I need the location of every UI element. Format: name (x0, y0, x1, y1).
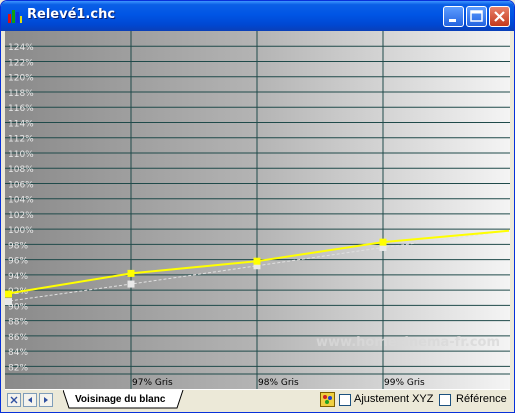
x-tick-label: 97% Gris (132, 378, 173, 388)
window-title: Relevé1.chc (27, 7, 116, 22)
bar-chart-icon (8, 10, 22, 23)
y-tick-label: 104% (8, 196, 34, 206)
close-icon (494, 11, 505, 22)
y-tick-label: 98% (8, 241, 28, 251)
y-tick-label: 120% (8, 74, 34, 84)
y-tick-label: 116% (8, 104, 34, 114)
first-tab-button[interactable] (7, 393, 21, 407)
y-tick-label: 114% (8, 119, 34, 129)
arrow-left-icon (28, 397, 32, 403)
tab-shape (63, 390, 184, 409)
y-tick-label: 106% (8, 180, 34, 190)
title-bar[interactable]: Relevé1.chc (1, 1, 514, 31)
y-tick-label: 82% (8, 363, 28, 373)
measured-point (5, 290, 12, 298)
y-tick-label: 118% (8, 89, 34, 99)
y-tick-label: 88% (8, 318, 28, 328)
arrow-right-icon (44, 397, 48, 403)
x-tick-label: 98% Gris (258, 378, 299, 388)
minimize-icon (449, 19, 456, 22)
minimize-button[interactable] (443, 6, 464, 27)
chart-area: www.homecinema-fr.com 82% 84% 86% 88% 90% 92%… (4, 31, 510, 389)
watermark-text: www.homecinema-fr.com (316, 335, 500, 350)
measured-point (379, 238, 387, 246)
prev-tab-button[interactable] (23, 393, 37, 407)
reference-point (379, 243, 387, 251)
y-tick-label: 100% (8, 226, 34, 236)
tab-label: Voisinage du blanc (75, 394, 166, 405)
y-tick-label: 112% (8, 135, 34, 145)
close-button[interactable] (489, 6, 510, 27)
y-tick-label: 124% (8, 43, 34, 53)
reference-label: Référence (456, 393, 507, 405)
white-neighborhood-chart: www.homecinema-fr.com 82%84%86%88%90%92%… (4, 31, 510, 389)
y-tick-label: 102% (8, 211, 34, 221)
y-tick-label: 96% (8, 257, 28, 267)
y-tick-label: 94% (8, 272, 28, 282)
x-tick-label: 99% Gris (384, 378, 425, 388)
maximize-icon (470, 10, 483, 22)
close-small-icon (10, 396, 18, 404)
bottom-tab-bar: Voisinage du blanc Ajustement XYZ Référe… (5, 389, 510, 410)
y-tick-label: 86% (8, 333, 28, 343)
palette-icon[interactable] (320, 392, 335, 407)
reference-point (253, 262, 261, 270)
ajustement-xyz-checkbox[interactable] (339, 394, 351, 406)
maximize-button[interactable] (466, 6, 487, 27)
y-tick-label: 122% (8, 58, 34, 68)
next-tab-button[interactable] (39, 393, 53, 407)
y-tick-label: 90% (8, 302, 28, 312)
ajustement-xyz-label: Ajustement XYZ (354, 393, 434, 405)
reference-point (5, 298, 12, 306)
reference-point (127, 280, 135, 288)
y-tick-label: 84% (8, 348, 28, 358)
measured-point (253, 257, 261, 265)
y-tick-label: 110% (8, 150, 34, 160)
y-tick-label: 108% (8, 165, 34, 175)
measured-point (127, 269, 135, 277)
reference-checkbox[interactable] (439, 394, 451, 406)
